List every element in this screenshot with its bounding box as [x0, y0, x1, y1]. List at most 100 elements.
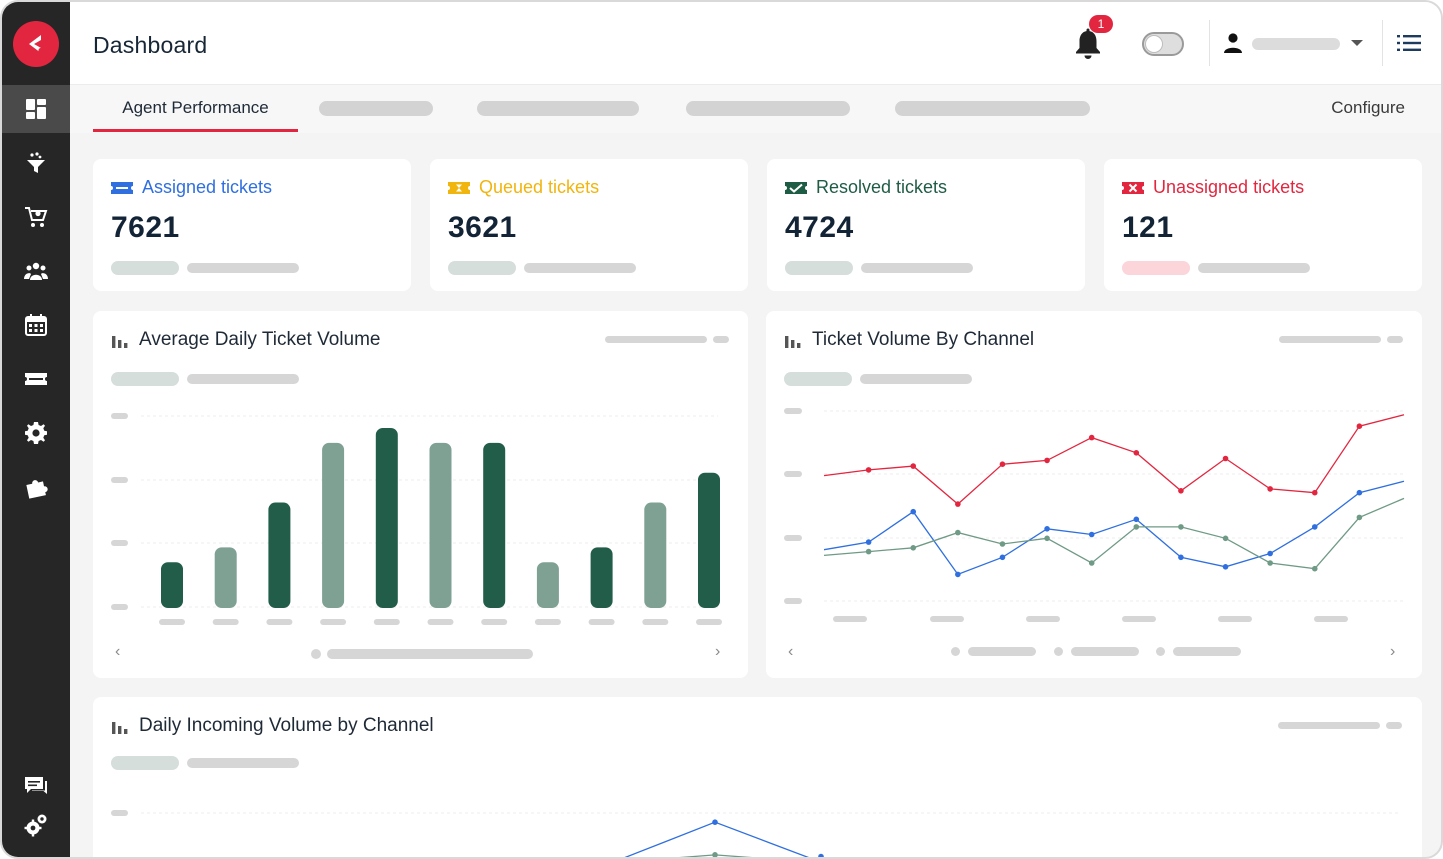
app-logo[interactable]	[13, 21, 59, 67]
data-point[interactable]	[1311, 489, 1318, 496]
y-tick-placeholder	[111, 810, 128, 816]
stat-value: 121	[1122, 211, 1174, 244]
series-line-blue[interactable]	[823, 480, 1405, 576]
user-name-placeholder[interactable]	[1252, 38, 1340, 50]
bar[interactable]	[214, 547, 237, 608]
data-point[interactable]	[1044, 535, 1050, 542]
placeholder-line	[524, 263, 636, 273]
stat-value: 7621	[111, 211, 180, 244]
bar[interactable]	[375, 427, 398, 608]
data-point[interactable]	[1133, 516, 1140, 523]
data-point[interactable]	[1356, 423, 1363, 429]
tab-placeholder[interactable]	[477, 101, 639, 116]
placeholder-pill	[111, 372, 179, 386]
data-point[interactable]	[865, 548, 872, 555]
data-point[interactable]	[1133, 524, 1140, 530]
data-point[interactable]	[1088, 531, 1095, 538]
data-point[interactable]	[1311, 524, 1318, 530]
bar[interactable]	[429, 442, 452, 608]
data-point[interactable]	[1222, 535, 1229, 542]
data-point[interactable]	[1178, 554, 1184, 561]
configure-link[interactable]: Configure	[1331, 98, 1405, 117]
data-point[interactable]	[712, 819, 718, 825]
series-line-red[interactable]	[823, 414, 1405, 505]
sidebar-item-dashboard[interactable]	[2, 85, 70, 133]
tab-placeholder[interactable]	[686, 101, 850, 116]
data-point[interactable]	[818, 853, 824, 859]
theme-toggle[interactable]	[1142, 32, 1184, 56]
bar-chart-icon	[112, 722, 128, 734]
data-point[interactable]	[1356, 489, 1363, 496]
data-point[interactable]	[1088, 434, 1095, 441]
chevron-right-icon[interactable]: ›	[1390, 643, 1396, 660]
scrollbar-track[interactable]	[327, 649, 533, 659]
placeholder-pill	[785, 261, 853, 275]
data-point[interactable]	[999, 554, 1006, 561]
data-point[interactable]	[955, 529, 961, 536]
data-point[interactable]	[910, 545, 917, 551]
bar[interactable]	[644, 502, 667, 608]
chevron-down-icon[interactable]	[1350, 38, 1364, 48]
bar[interactable]	[161, 562, 183, 608]
data-point[interactable]	[955, 571, 961, 578]
data-point[interactable]	[1222, 455, 1229, 462]
sidebar-item-settings[interactable]	[2, 409, 70, 457]
data-point[interactable]	[999, 541, 1006, 547]
funnel-icon	[27, 152, 45, 173]
placeholder-line	[605, 336, 707, 343]
x-tick-placeholder	[833, 616, 867, 622]
data-point[interactable]	[910, 508, 917, 515]
data-point[interactable]	[1222, 564, 1229, 570]
chart-card-daily-incoming: Daily Incoming Volume by Channel	[93, 697, 1422, 859]
data-point[interactable]	[1267, 560, 1273, 566]
data-point[interactable]	[865, 467, 872, 473]
x-tick-placeholder	[642, 619, 669, 625]
bar[interactable]	[268, 502, 291, 608]
list-menu-icon[interactable]	[1397, 32, 1421, 54]
scroll-dot[interactable]	[311, 649, 321, 659]
data-point[interactable]	[865, 539, 872, 545]
tab-agent-performance[interactable]: Agent Performance	[93, 85, 298, 132]
data-point[interactable]	[1356, 514, 1363, 521]
data-point[interactable]	[1267, 550, 1273, 557]
data-point[interactable]	[1178, 488, 1184, 494]
chevron-right-icon[interactable]: ›	[715, 643, 721, 660]
chevron-left-icon[interactable]: ‹	[788, 643, 794, 660]
data-point[interactable]	[1044, 526, 1050, 532]
placeholder-line	[187, 374, 299, 384]
data-point[interactable]	[712, 852, 718, 858]
data-point[interactable]	[1311, 565, 1318, 572]
user-icon[interactable]	[1222, 32, 1244, 54]
tab-placeholder[interactable]	[319, 101, 433, 116]
sidebar-item-integrations[interactable]	[2, 463, 70, 511]
data-point[interactable]	[1267, 486, 1273, 492]
bar[interactable]	[590, 547, 613, 608]
bar[interactable]	[483, 442, 506, 608]
calendar-icon	[25, 314, 47, 336]
legend-dot	[951, 647, 960, 656]
data-point[interactable]	[910, 463, 917, 469]
chevron-left-icon[interactable]: ‹	[115, 643, 121, 660]
bar[interactable]	[698, 472, 720, 608]
sidebar-item-chat[interactable]	[2, 762, 70, 810]
sidebar-item-tickets[interactable]	[2, 355, 70, 403]
sidebar-item-orders[interactable]	[2, 193, 70, 241]
bar[interactable]	[322, 442, 345, 608]
tab-placeholder[interactable]	[895, 101, 1090, 116]
data-point[interactable]	[1133, 450, 1140, 456]
bar[interactable]	[536, 562, 559, 608]
bell-icon[interactable]	[1073, 28, 1103, 60]
data-point[interactable]	[1178, 524, 1184, 530]
series-line-green[interactable]	[823, 497, 1405, 570]
data-point[interactable]	[955, 501, 961, 507]
sidebar-item-admin-settings[interactable]	[2, 801, 70, 849]
stat-label: Unassigned tickets	[1153, 177, 1305, 197]
sidebar-item-team[interactable]	[2, 247, 70, 295]
sidebar-item-calendar[interactable]	[2, 301, 70, 349]
sidebar-item-filter[interactable]	[2, 139, 70, 187]
placeholder-line	[1387, 336, 1403, 343]
data-point[interactable]	[999, 461, 1006, 467]
data-point[interactable]	[1088, 560, 1095, 566]
data-point[interactable]	[1044, 457, 1050, 464]
